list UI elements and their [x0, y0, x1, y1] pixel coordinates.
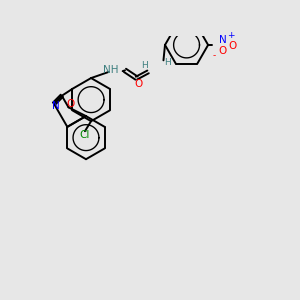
Text: H: H	[164, 58, 171, 67]
Text: NH: NH	[103, 64, 119, 75]
Text: N: N	[219, 35, 226, 45]
Text: O: O	[135, 79, 143, 89]
Text: Cl: Cl	[80, 130, 90, 140]
Text: H: H	[141, 61, 148, 70]
Text: O: O	[229, 41, 237, 51]
Text: -: -	[213, 51, 216, 60]
Text: +: +	[227, 31, 234, 40]
Text: O: O	[66, 99, 74, 109]
Text: O: O	[219, 46, 227, 56]
Text: N: N	[52, 101, 59, 111]
